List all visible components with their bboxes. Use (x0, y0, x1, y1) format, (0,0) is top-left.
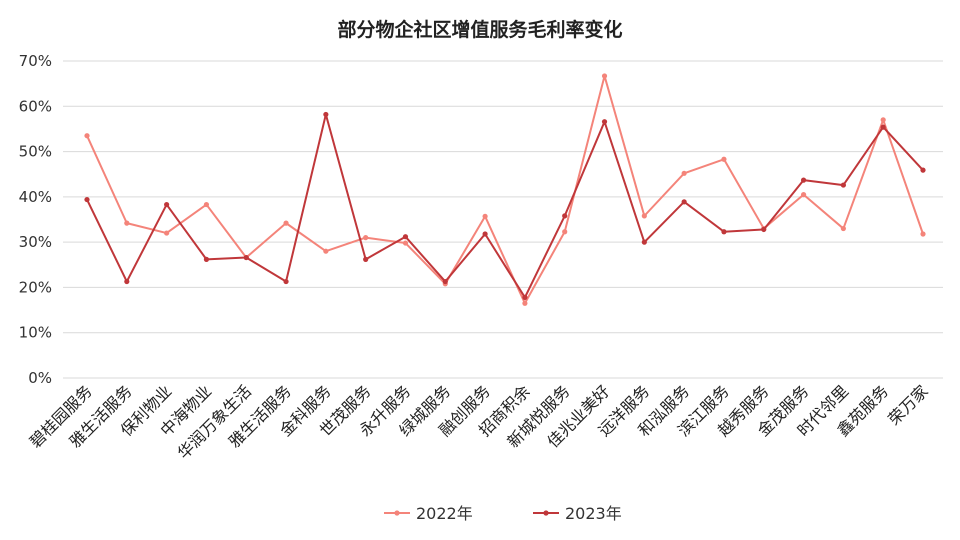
y-tick-label: 20% (19, 278, 52, 296)
y-tick-label: 60% (19, 97, 52, 115)
data-point (641, 239, 647, 245)
data-point (323, 111, 329, 118)
data-point (681, 170, 687, 176)
y-tick-label: 30% (19, 233, 52, 251)
data-point (562, 229, 568, 235)
legend-marker (394, 510, 400, 516)
data-point (164, 230, 170, 236)
data-point (562, 213, 568, 219)
y-tick-label: 10% (19, 324, 52, 342)
data-point (84, 133, 90, 139)
y-tick-label: 0% (28, 369, 52, 387)
data-point (323, 248, 329, 254)
data-point (164, 201, 170, 208)
data-point (840, 225, 846, 232)
data-point (601, 119, 608, 125)
data-point (721, 229, 727, 235)
data-point (601, 73, 608, 79)
data-point (283, 220, 289, 226)
data-point (402, 240, 409, 246)
data-point (880, 124, 886, 130)
data-point (402, 234, 409, 240)
data-point (442, 278, 448, 285)
data-point (124, 220, 130, 226)
data-point (800, 191, 807, 198)
data-point (800, 177, 807, 183)
data-point (880, 117, 886, 123)
gridlines (63, 60, 943, 379)
data-point (243, 254, 249, 261)
data-point (363, 235, 369, 241)
data-point (920, 167, 926, 173)
data-point (363, 256, 369, 262)
y-tick-label: 50% (19, 143, 52, 161)
x-axis-ticks: 碧桂园服务雅生活服务保利物业中海物业华润万象生活雅生活服务金科服务世茂服务永升服… (26, 381, 932, 462)
y-tick-label: 40% (19, 188, 52, 206)
x-tick-label: 荣万家 (884, 381, 931, 428)
series-lines (84, 73, 926, 306)
data-point (124, 278, 130, 285)
series-line (86, 74, 924, 305)
y-tick-label: 70% (19, 52, 52, 70)
data-point (522, 294, 528, 300)
data-point (84, 196, 90, 203)
data-point (203, 201, 210, 208)
data-point (840, 182, 846, 188)
legend-marker (543, 510, 549, 516)
legend-label: 2022年 (416, 504, 473, 523)
y-axis-ticks: 0% 10% 20% 30% 40% 50% 60% 70% (19, 52, 52, 387)
data-point (641, 213, 647, 219)
data-point (203, 256, 210, 262)
series-line (86, 113, 924, 299)
data-point (482, 231, 488, 237)
data-point (920, 231, 926, 237)
data-point (283, 278, 289, 285)
data-point (482, 213, 488, 219)
legend-label: 2023年 (565, 504, 622, 523)
data-point (761, 226, 767, 233)
data-point (721, 156, 727, 162)
chart-title: 部分物企社区增值服务毛利率变化 (337, 18, 622, 41)
legend: 2022年 2023年 (384, 504, 622, 523)
data-point (681, 199, 687, 205)
data-point (522, 300, 528, 306)
